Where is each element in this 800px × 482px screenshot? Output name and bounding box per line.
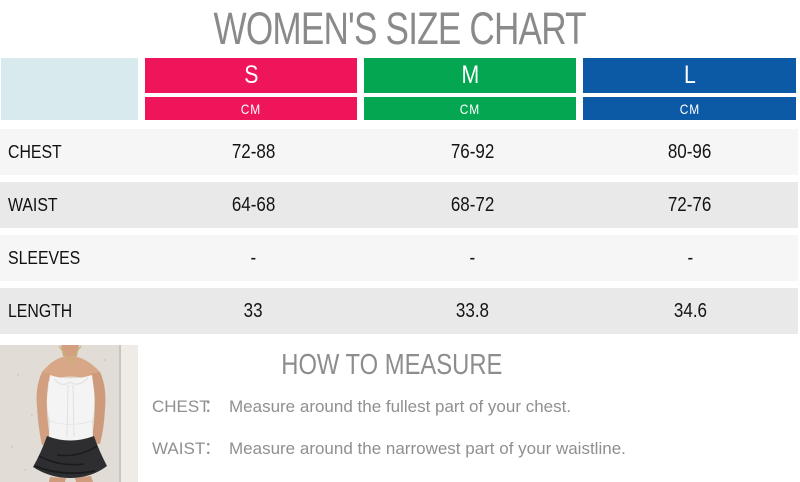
measure-text: Measure around the fullest part of your …: [229, 397, 572, 416]
unit-header-m: CM: [364, 97, 576, 120]
size-column-m: M CM: [364, 58, 576, 120]
table-row-waist: WAIST 64-68 68-72 72-76: [0, 182, 798, 228]
model-photo-illustration: [0, 345, 138, 482]
cell-value: -: [363, 247, 582, 270]
cell-value-text: 76-92: [450, 140, 495, 163]
measure-label: CHEST: [152, 397, 210, 416]
measure-colon: ：: [204, 476, 221, 482]
size-header-s-label: S: [243, 61, 259, 89]
measure-label: WAIST: [152, 439, 206, 458]
table-row-sleeves: SLEEVES - - -: [0, 235, 798, 281]
row-label-text: WAIST: [8, 194, 58, 215]
how-to-measure-title: HOW TO MEASURE: [152, 349, 632, 382]
cell-value-text: -: [250, 246, 257, 269]
table-row-chest: CHEST 72-88 76-92 80-96: [0, 129, 798, 175]
cell-value: -: [144, 247, 363, 270]
unit-header-m-label: CM: [459, 100, 481, 117]
how-to-measure-pane: HOW TO MEASURE CHEST： Measure around the …: [138, 345, 800, 482]
size-column-s: S CM: [145, 58, 357, 120]
model-photo: [0, 345, 138, 482]
cell-value-text: 34.6: [673, 299, 707, 322]
measure-item-waist: WAIST： Measure around the narrowest part …: [152, 434, 800, 459]
cell-value: 76-92: [363, 141, 582, 164]
page-title-text: WOMEN'S SIZE CHART: [213, 2, 587, 54]
size-header-s: S: [145, 58, 357, 93]
row-label-text: CHEST: [8, 141, 62, 162]
page-title: WOMEN'S SIZE CHART: [0, 0, 800, 57]
size-header-m-label: M: [461, 61, 479, 89]
cell-value-text: 33.8: [455, 299, 490, 322]
cell-value: 72-76: [582, 194, 798, 217]
cell-value-text: 64-68: [231, 193, 276, 216]
cell-value: 72-88: [144, 141, 363, 164]
cell-value-text: -: [469, 246, 476, 269]
cell-value-text: 72-88: [231, 140, 276, 163]
cell-value: 64-68: [144, 194, 363, 217]
unit-header-s: CM: [145, 97, 357, 120]
cell-value-text: 72-76: [668, 193, 712, 216]
row-label: CHEST: [0, 142, 144, 163]
measure-item-chest: CHEST： Measure around the fullest part of…: [152, 392, 800, 417]
row-label: WAIST: [0, 195, 144, 216]
size-column-l: L CM: [583, 58, 796, 120]
size-header-l-label: L: [683, 61, 696, 89]
table-row-length: LENGTH 33 33.8 34.6: [0, 288, 798, 334]
size-table-body: CHEST 72-88 76-92 80-96 WAIST 64-68 68-7…: [0, 129, 798, 341]
cell-value: 34.6: [582, 300, 798, 323]
measure-text: Measure around the narrowest part of you…: [229, 439, 626, 458]
unit-header-s-label: CM: [240, 100, 262, 117]
cell-value-text: 68-72: [450, 193, 495, 216]
cell-value: 33.8: [363, 300, 582, 323]
corner-cell: [1, 58, 138, 120]
unit-header-l: CM: [583, 97, 796, 120]
row-label-text: LENGTH: [8, 300, 73, 321]
measure-item-hips: HIPS：Measure around the fullest part of …: [152, 476, 800, 482]
cell-value: 68-72: [363, 194, 582, 217]
measure-colon: ：: [204, 397, 221, 416]
cell-value: 80-96: [582, 141, 798, 164]
unit-header-l-label: CM: [679, 100, 700, 117]
cell-value-text: -: [687, 246, 693, 269]
cell-value-text: 33: [244, 299, 263, 322]
row-label-text: SLEEVES: [8, 247, 81, 268]
how-to-measure-title-text: HOW TO MEASURE: [281, 349, 503, 381]
cell-value: 33: [144, 300, 363, 323]
row-label: LENGTH: [0, 301, 144, 322]
cell-value-text: 80-96: [668, 140, 712, 163]
how-to-measure-section: HOW TO MEASURE CHEST： Measure around the …: [0, 345, 800, 482]
size-header-m: M: [364, 58, 576, 93]
row-label: SLEEVES: [0, 248, 144, 269]
measure-colon: ：: [204, 439, 221, 458]
size-header-l: L: [583, 58, 796, 93]
cell-value: -: [582, 247, 798, 270]
size-table-header: S CM M CM L CM: [1, 58, 798, 120]
